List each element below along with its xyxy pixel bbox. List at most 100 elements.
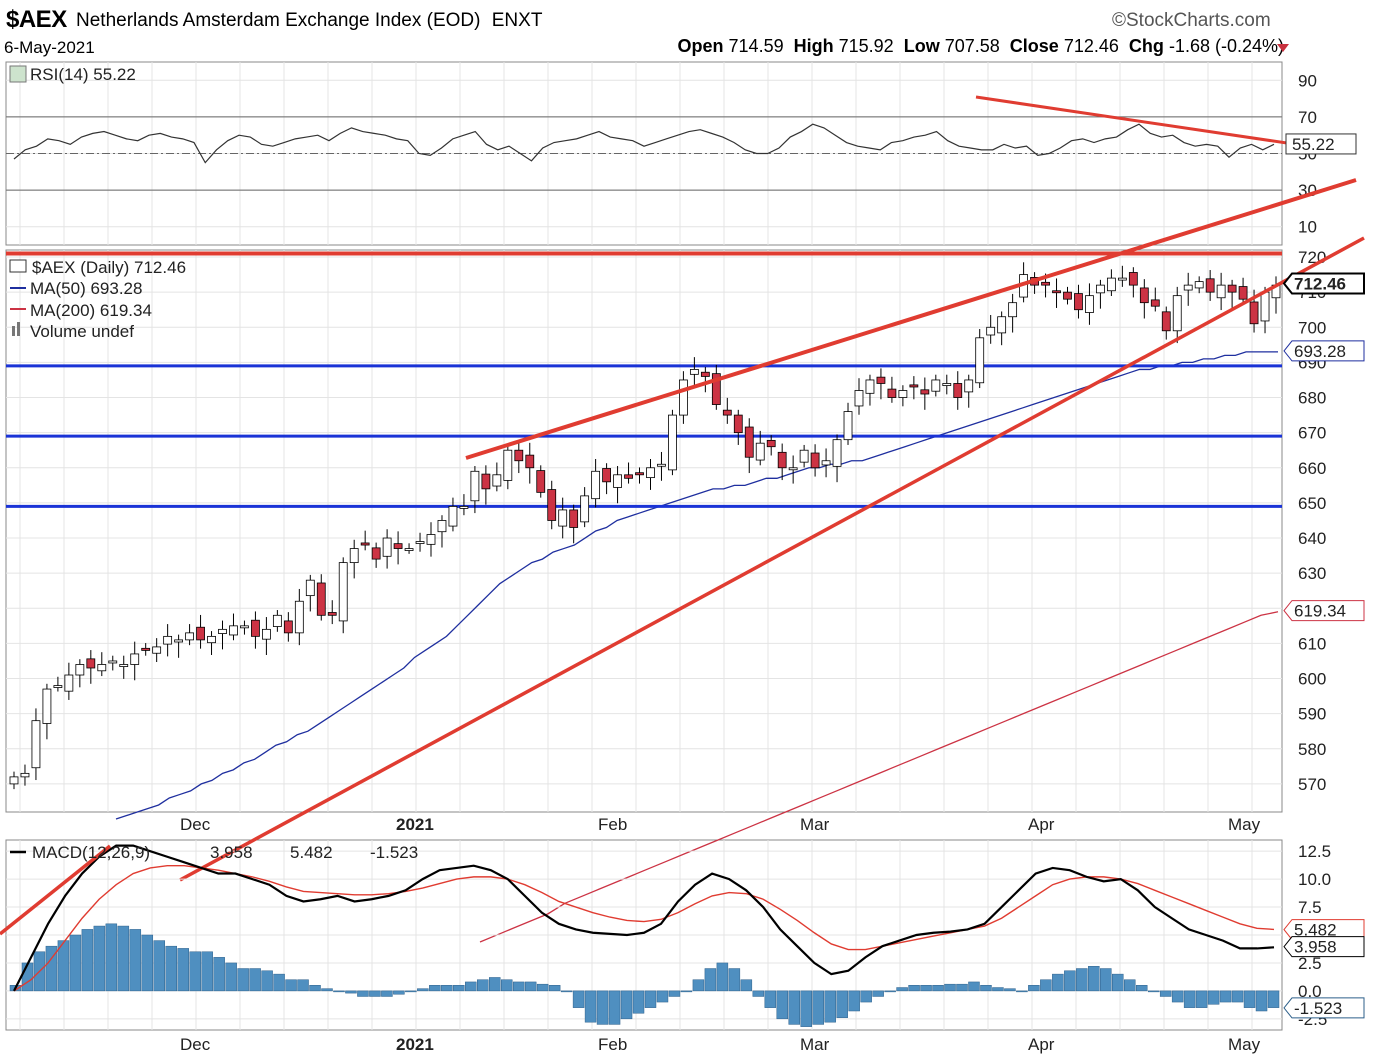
price-last-value-box (1283, 340, 1365, 362)
macd-histogram-bar (1171, 990, 1184, 1003)
macd-histogram-bar (1135, 985, 1148, 992)
macd-histogram-bar (1195, 990, 1208, 1008)
rsi-tick-label: 90 (1298, 71, 1317, 90)
candle-body (580, 495, 590, 523)
macd-histogram-bar (285, 979, 297, 992)
candle-body (1150, 299, 1160, 307)
candle-body (481, 473, 491, 490)
macd-histogram-bar (477, 979, 489, 992)
price-tick-label: 640 (1298, 529, 1326, 548)
ma50-line (115, 351, 1278, 820)
price-last-value-box (1282, 272, 1365, 295)
candle-body (371, 547, 381, 560)
upper-channel-line (465, 178, 1357, 460)
price-last-value-box (1283, 600, 1365, 622)
candle-body (349, 548, 359, 564)
candle-body (876, 376, 886, 384)
price-last-value: 693.28 (1294, 342, 1346, 361)
macd-histogram-bar (500, 979, 513, 992)
macd-last-value: 5.482 (1294, 921, 1337, 940)
candle-body (1216, 284, 1226, 299)
candle-body (9, 776, 19, 785)
macd-value: 3.958 (210, 843, 253, 862)
macd-tick-label: 0.0 (1298, 982, 1322, 1001)
high-label: High (793, 36, 834, 56)
candle-body (832, 439, 842, 467)
macd-histogram-bar (1231, 990, 1244, 1003)
candle-body (733, 414, 743, 434)
candle-body (657, 463, 666, 467)
candle-body (1194, 281, 1204, 289)
candle-body (777, 451, 787, 469)
macd-histogram-bar (81, 929, 94, 992)
ohlc-summary: Open 714.59 High 715.92 Low 707.58 Close… (678, 36, 1285, 57)
price-tick-label: 680 (1298, 389, 1326, 408)
macd-x-label: Mar (800, 1035, 830, 1054)
exchange-code: ENXT (491, 10, 543, 31)
macd-x-label: Dec (180, 1035, 211, 1054)
macd-legend: MACD(12,26,9) (32, 843, 150, 862)
candle-body (272, 614, 282, 627)
macd-histogram-bar (333, 990, 345, 993)
macd-histogram-bar (261, 970, 273, 992)
lower-trendline-extension (0, 844, 112, 936)
macd-histogram-bar (1255, 990, 1268, 1012)
candle-body (53, 685, 63, 688)
candle-body (755, 442, 765, 461)
macd-histogram-bar (608, 990, 621, 1025)
macd-histogram-bar (704, 968, 717, 992)
macd-histogram-bar (1147, 990, 1160, 993)
candle-body (448, 506, 458, 527)
low-label: Low (903, 36, 940, 56)
macd-histogram-bar (1123, 979, 1136, 992)
price-tick-label: 600 (1298, 670, 1326, 689)
macd-histogram-bar (1267, 990, 1280, 1008)
candle-body (152, 646, 162, 654)
candle-body (821, 460, 831, 466)
candle-body (31, 720, 41, 769)
macd-histogram-bar (824, 990, 836, 1023)
macd-histogram-bar (201, 951, 213, 992)
macd-histogram-bar (129, 929, 142, 992)
candle-body (591, 470, 601, 500)
candle-body (635, 472, 644, 476)
macd-histogram-bar (369, 990, 381, 997)
macd-histogram-bar (536, 983, 549, 992)
macd-histogram-bar (1159, 990, 1172, 997)
macd-histogram-bar (1243, 990, 1256, 1008)
macd-histogram-bar (692, 979, 705, 992)
price-x-label: 2021 (396, 815, 434, 834)
macd-histogram-bar (417, 988, 429, 992)
down-arrow-icon (1277, 44, 1289, 52)
macd-histogram-bar (932, 985, 944, 992)
macd-histogram-bar (860, 990, 872, 1003)
macd-histogram-bar (357, 990, 369, 997)
candle-body (207, 635, 216, 644)
candle-body (64, 674, 74, 692)
candle-body (843, 411, 853, 441)
candle-body (997, 316, 1007, 334)
macd-histogram-bar (1219, 990, 1232, 1003)
macd-histogram-bar (848, 990, 860, 1012)
candle-body (766, 439, 776, 448)
candle-body (810, 452, 820, 469)
price-legend-icon (9, 259, 27, 273)
macd-histogram-bar (393, 990, 405, 995)
candle-body (75, 664, 85, 676)
macd-histogram-bar (740, 979, 753, 992)
candle-body (975, 337, 985, 384)
candle-body (1106, 277, 1116, 292)
ma200-legend: MA(200) 619.34 (30, 301, 152, 320)
macd-histogram-bar (429, 985, 441, 992)
candle-body (1172, 295, 1182, 332)
candle-body (404, 548, 414, 551)
macd-histogram-bar (884, 990, 896, 993)
candle-body (920, 389, 930, 395)
source-credit[interactable]: ©StockCharts.com (1112, 10, 1271, 31)
candle-body (558, 509, 568, 527)
price-tick-label: 590 (1298, 705, 1326, 724)
macd-histogram-bar (225, 962, 237, 992)
macd-histogram-bar (93, 925, 106, 992)
macd-histogram-bar (752, 990, 765, 997)
